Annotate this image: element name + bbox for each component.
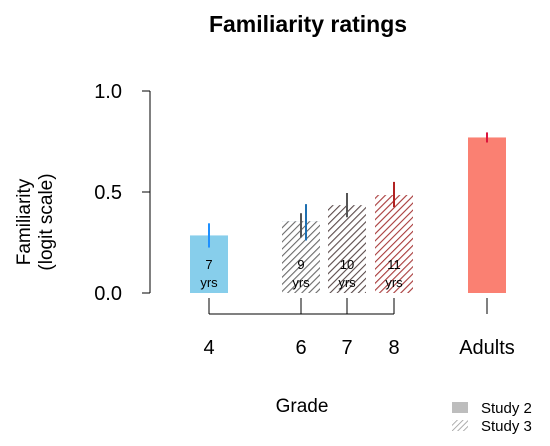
legend-label-study-3: Study 3 bbox=[481, 418, 532, 435]
legend-swatch-study-3 bbox=[452, 420, 468, 431]
x-tick-label: 8 bbox=[388, 337, 399, 359]
legend-label-study-2: Study 2 bbox=[481, 400, 532, 417]
legend-swatch-study-2 bbox=[452, 402, 468, 413]
x-tick-label: 4 bbox=[203, 337, 214, 359]
y-axis-label-line2: (logit scale) bbox=[36, 173, 57, 270]
bars: 7 yrs 9 yrs 10 yrs 11 yrs bbox=[190, 132, 506, 293]
bar-age-unit: yrs bbox=[385, 275, 403, 290]
bar-age-label: 11 bbox=[387, 257, 401, 272]
y-axis-label-line1: Familiarity bbox=[14, 178, 35, 265]
bar-age-unit: yrs bbox=[292, 275, 310, 290]
bar-age-label: 7 bbox=[205, 257, 212, 272]
chart-title: Familiarity ratings bbox=[209, 11, 407, 37]
x-axis: 4 6 7 8 Adults bbox=[203, 298, 515, 359]
y-tick-label: 0.5 bbox=[94, 182, 122, 204]
legend: Study 2 Study 3 bbox=[452, 400, 532, 435]
x-axis-label: Grade bbox=[276, 396, 329, 417]
bar-age-unit: yrs bbox=[338, 275, 356, 290]
y-tick-label: 1.0 bbox=[94, 81, 122, 103]
bar-age-label: 9 bbox=[297, 257, 304, 272]
bar-age-unit: yrs bbox=[200, 275, 218, 290]
bar-grade-7-study-3 bbox=[328, 205, 366, 293]
y-axis-label: Familiarity (logit scale) bbox=[14, 173, 57, 270]
bar-grade-8-study-3 bbox=[375, 195, 413, 293]
bar-age-label: 10 bbox=[340, 257, 354, 272]
x-tick-label: Adults bbox=[459, 337, 515, 359]
bar-grade-adults-study-2 bbox=[468, 137, 506, 293]
x-tick-label: 6 bbox=[295, 337, 306, 359]
x-tick-label: 7 bbox=[341, 337, 352, 359]
y-axis: 0.0 0.5 1.0 bbox=[94, 81, 151, 305]
y-tick-label: 0.0 bbox=[94, 283, 122, 305]
